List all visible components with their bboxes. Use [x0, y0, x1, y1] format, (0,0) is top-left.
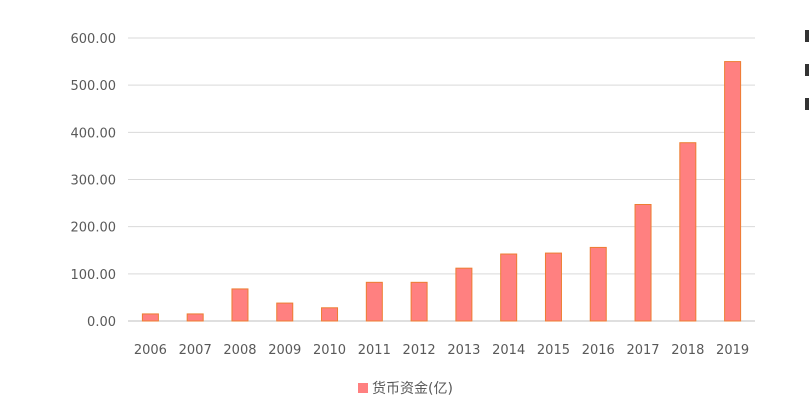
bar-2019: [724, 61, 742, 322]
bar-2018: [679, 142, 697, 322]
legend-label: 货币资金(亿): [372, 380, 453, 397]
grid-layer: [128, 37, 755, 322]
x-tick-label: 2011: [358, 343, 391, 358]
x-tick-label: 2015: [537, 343, 570, 358]
cropped-edge-fragment: [805, 98, 809, 110]
y-tick-label: 0.00: [87, 315, 116, 330]
bar-2010: [321, 307, 339, 322]
bar-2011: [365, 281, 383, 322]
y-tick-label: 100.00: [71, 268, 117, 283]
bar-2009: [276, 302, 294, 322]
x-tick-label: 2017: [626, 343, 659, 358]
x-tick-label: 2007: [179, 343, 212, 358]
x-tick-label: 2013: [447, 343, 480, 358]
legend: 货币资金(亿): [358, 380, 453, 397]
bar-2014: [500, 253, 518, 322]
legend-swatch: [358, 383, 368, 393]
bar-layer: [141, 61, 742, 322]
cropped-edge-fragment: [805, 64, 809, 76]
x-tick-label: 2010: [313, 343, 346, 358]
y-tick-label: 400.00: [71, 126, 117, 141]
bar-2017: [634, 203, 652, 322]
y-tick-label: 300.00: [71, 174, 117, 189]
bar-2015: [544, 252, 562, 322]
bar-2016: [589, 246, 607, 322]
bar-2013: [455, 267, 473, 322]
x-tick-label: 2018: [671, 343, 704, 358]
x-tick-label: 2009: [268, 343, 301, 358]
y-tick-label: 600.00: [71, 32, 117, 47]
y-axis-ticks: 0.00 100.00 200.00 300.00 400.00 500.00 600.00: [71, 32, 117, 330]
y-tick-label: 500.00: [71, 79, 117, 94]
y-tick-label: 200.00: [71, 221, 117, 236]
cropped-edge-fragment: [805, 30, 809, 42]
x-tick-label: 2006: [134, 343, 167, 358]
x-axis-ticks: 2006 2007 2008 2009 2010 2011 2012 2013 2014 2015…: [134, 343, 749, 358]
x-tick-label: 2012: [403, 343, 436, 358]
bar-2008: [231, 288, 249, 322]
x-tick-label: 2016: [582, 343, 615, 358]
x-tick-label: 2019: [716, 343, 749, 358]
bar-2006: [141, 313, 159, 322]
x-tick-label: 2008: [223, 343, 256, 358]
bar-2012: [410, 281, 428, 322]
bar-2007: [186, 313, 204, 322]
x-tick-label: 2014: [492, 343, 525, 358]
